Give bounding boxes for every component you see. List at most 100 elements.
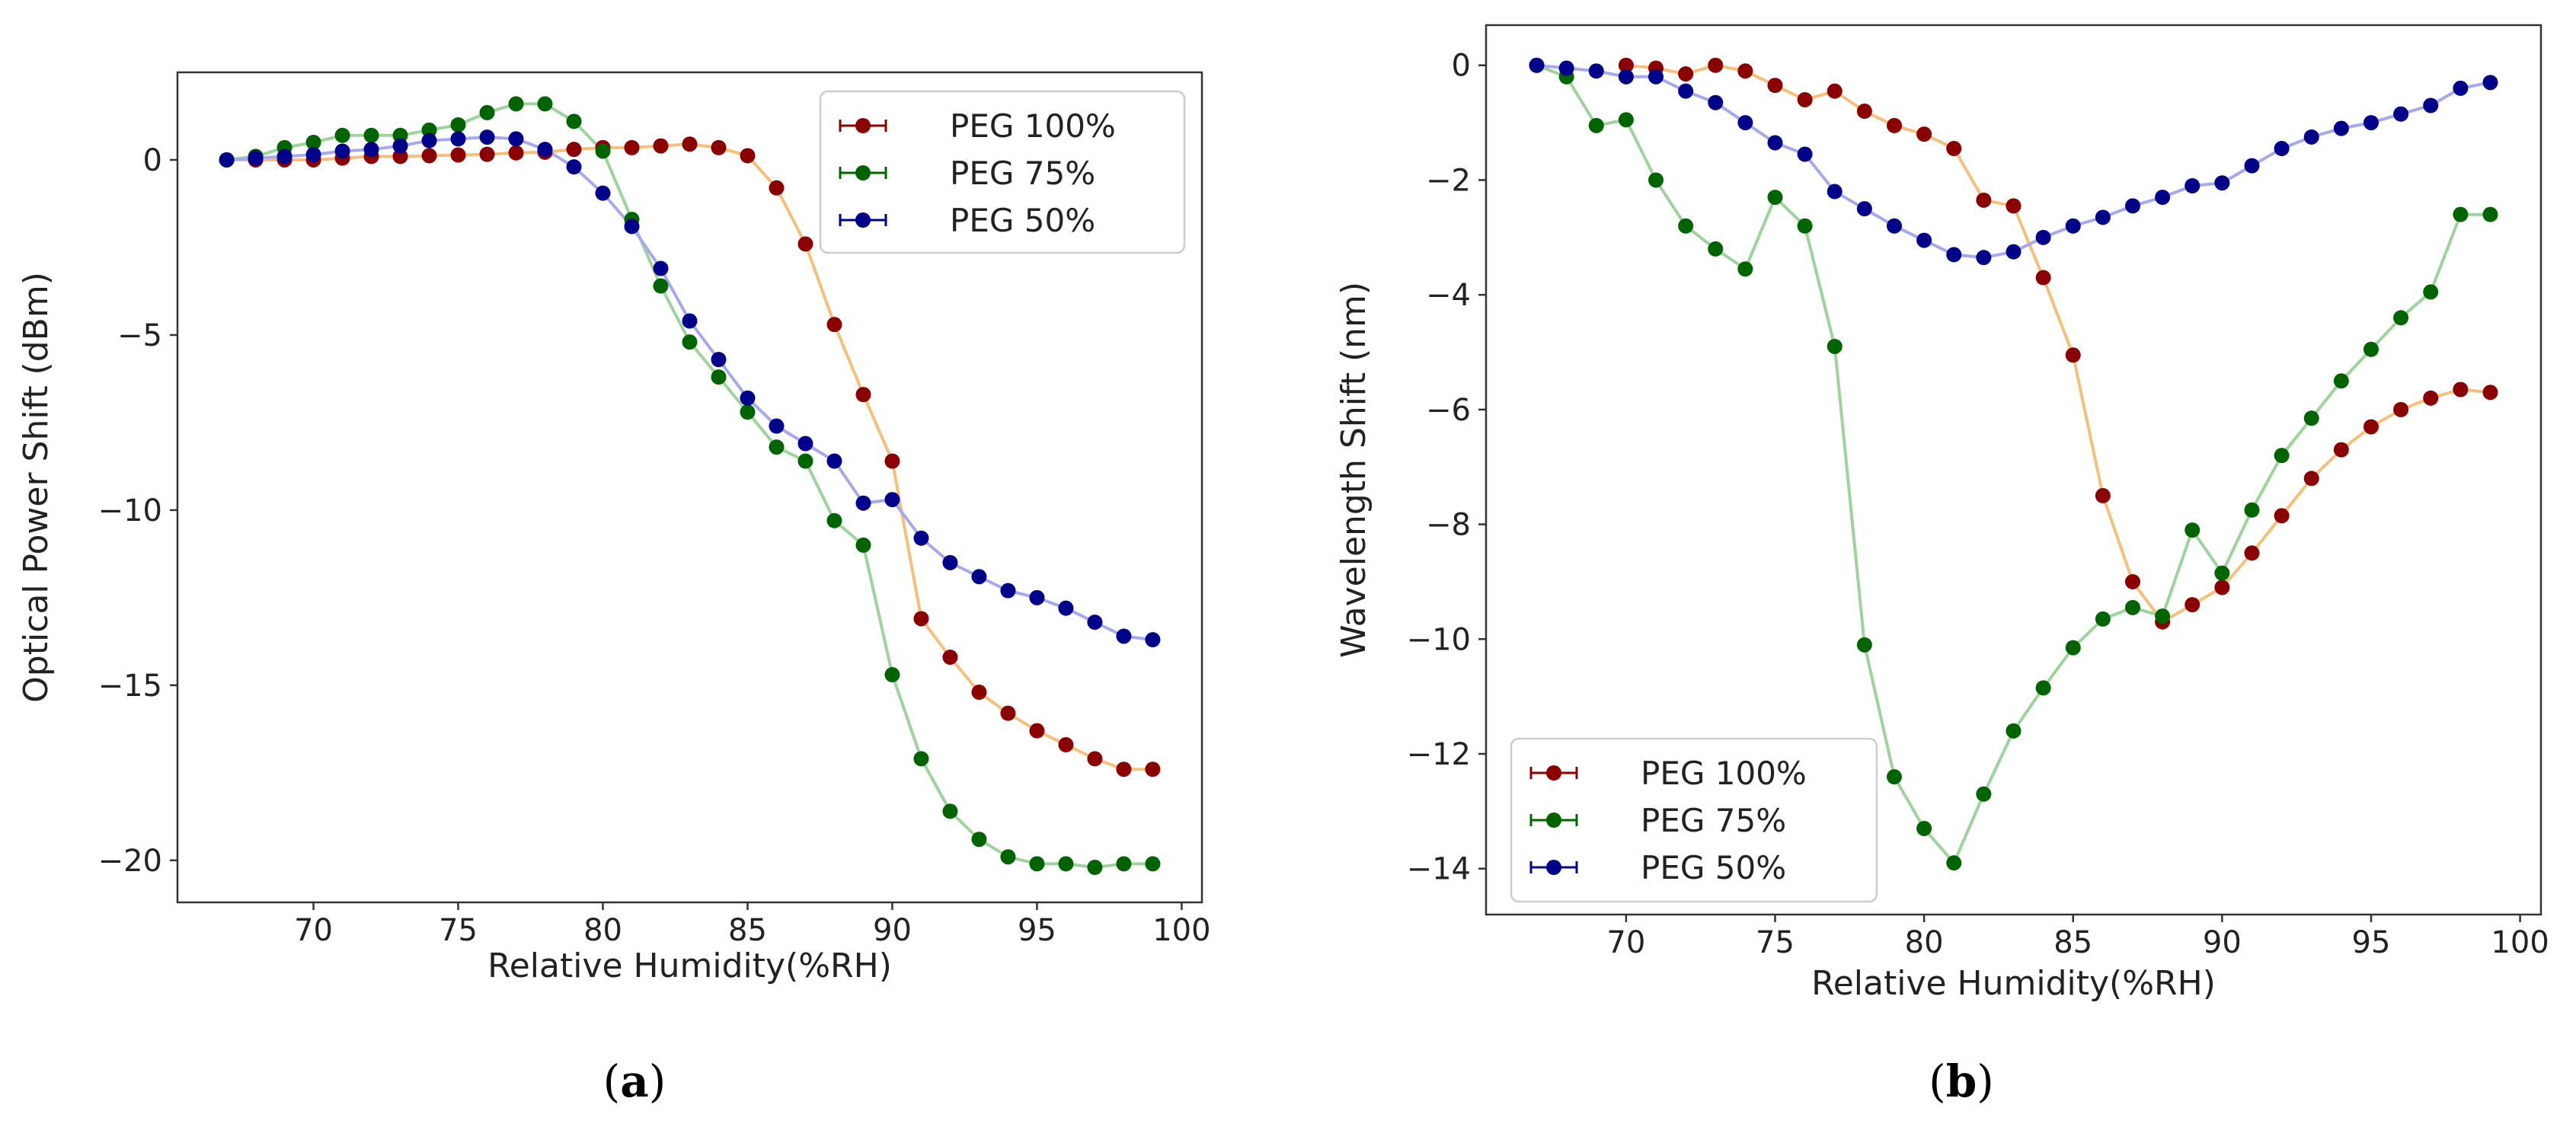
y-tick-label: −6: [1426, 393, 1471, 428]
data-point: [1737, 261, 1753, 277]
data-point: [2244, 502, 2260, 518]
data-point: [1708, 241, 1724, 257]
data-point: [276, 148, 292, 164]
y-tick-label: −12: [1407, 737, 1471, 772]
data-point: [334, 143, 350, 159]
data-point: [740, 404, 756, 420]
data-point: [2214, 579, 2230, 595]
data-point: [1618, 57, 1634, 73]
data-point: [1087, 615, 1103, 631]
data-point: [537, 142, 553, 158]
legend-label: PEG 75%: [950, 155, 1095, 192]
data-point: [2303, 410, 2319, 426]
data-point: [1058, 737, 1074, 753]
data-point: [1767, 190, 1783, 206]
data-point: [508, 145, 524, 161]
x-tick-label: 95: [1018, 913, 1056, 948]
legend-box: [1510, 737, 1878, 903]
data-point: [2155, 608, 2171, 624]
data-point: [2214, 565, 2230, 581]
data-point: [1946, 855, 1962, 871]
data-point: [913, 611, 929, 627]
data-point: [1827, 338, 1843, 354]
data-point: [1529, 57, 1545, 73]
data-point: [1648, 69, 1664, 85]
data-point: [1916, 126, 1932, 142]
y-tick-label: −5: [117, 318, 162, 353]
data-point: [1087, 860, 1103, 876]
data-point: [421, 148, 437, 164]
data-point: [1946, 141, 1962, 157]
data-point: [1737, 63, 1753, 79]
data-point: [2006, 723, 2021, 739]
data-point: [2184, 522, 2200, 538]
data-point: [1618, 69, 1634, 85]
data-point: [653, 260, 669, 276]
data-point: [2453, 206, 2469, 222]
data-point: [2453, 382, 2469, 397]
x-tick-label: 90: [873, 913, 912, 948]
legend-label: PEG 100%: [950, 107, 1116, 145]
legend-label: PEG 50%: [950, 202, 1095, 239]
data-point: [1976, 250, 1992, 266]
data-point: [797, 236, 813, 252]
data-point: [2184, 597, 2200, 613]
data-point: [2095, 611, 2111, 627]
y-tick-label: −10: [98, 493, 162, 528]
data-point: [913, 530, 929, 546]
data-point: [1145, 761, 1161, 777]
data-point: [711, 369, 727, 385]
legend-marker: [855, 212, 871, 228]
data-point: [2333, 120, 2349, 136]
data-point: [942, 803, 958, 819]
data-point: [2155, 190, 2171, 206]
data-point: [942, 554, 958, 570]
data-point: [1588, 117, 1604, 133]
data-point: [2035, 270, 2051, 286]
x-tick-label: 100: [2491, 925, 2549, 960]
data-point: [1887, 117, 1903, 133]
data-point: [2333, 373, 2349, 389]
data-point: [1116, 761, 1132, 777]
data-point: [1029, 723, 1045, 739]
data-point: [363, 142, 379, 158]
data-point: [1946, 247, 1962, 263]
x-tick-label: 85: [2053, 925, 2092, 960]
data-point: [595, 185, 611, 201]
legend-label: PEG 50%: [1641, 849, 1786, 886]
data-point: [1058, 600, 1074, 616]
data-point: [1145, 856, 1161, 872]
x-tick-label: 80: [583, 913, 622, 948]
data-point: [740, 390, 756, 406]
x-axis-label: Relative Humidity(%RH): [487, 947, 892, 985]
legend-label: PEG 100%: [1641, 755, 1807, 792]
data-point: [624, 139, 640, 155]
y-tick-label: −20: [98, 844, 162, 879]
x-tick-label: 100: [1152, 913, 1210, 948]
data-point: [2006, 244, 2021, 260]
data-point: [2065, 347, 2081, 363]
data-point: [305, 147, 321, 163]
data-point: [2453, 80, 2469, 96]
data-point: [797, 436, 813, 452]
data-point: [479, 129, 495, 145]
data-point: [219, 152, 235, 168]
data-point: [624, 219, 640, 235]
data-point: [1678, 218, 1694, 234]
data-point: [2303, 129, 2319, 145]
data-point: [797, 453, 813, 469]
data-point: [2423, 390, 2439, 406]
legend-label: PEG 75%: [1641, 802, 1786, 839]
data-point: [884, 453, 900, 469]
data-point: [2035, 680, 2051, 696]
data-point: [2393, 106, 2409, 122]
panel-caption: (a): [603, 1055, 666, 1107]
data-point: [1116, 628, 1132, 644]
y-tick-label: −14: [1407, 852, 1471, 887]
data-point: [1000, 583, 1016, 599]
data-point: [2423, 284, 2439, 300]
data-point: [2214, 175, 2230, 191]
data-point: [2244, 545, 2260, 561]
data-point: [1916, 232, 1932, 248]
data-point: [450, 117, 466, 132]
